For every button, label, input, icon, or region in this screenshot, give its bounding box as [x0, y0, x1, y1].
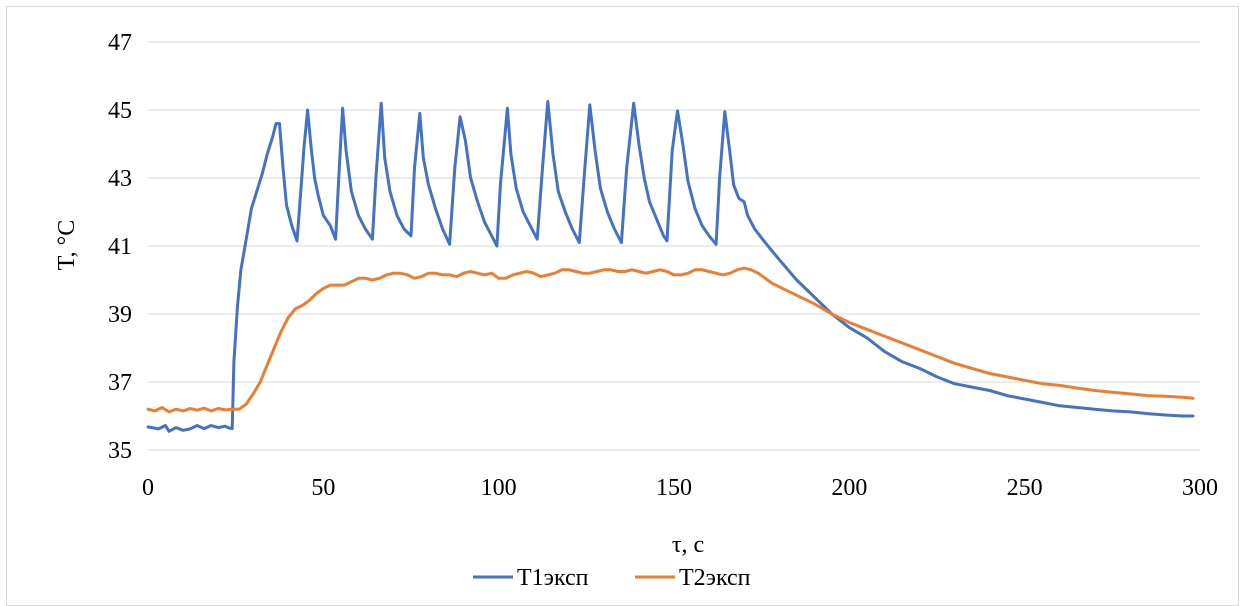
series-line-1: [146, 100, 1195, 433]
gridlines: [148, 41, 1200, 383]
series-line-2: [146, 266, 1195, 414]
chart-frame: [6, 6, 1239, 606]
series-lines: [146, 100, 1195, 433]
legend-label-t1: T1эксп: [517, 565, 589, 589]
x-axis-title: τ, с: [672, 532, 704, 558]
y-tick-label: 43: [108, 166, 132, 192]
y-tick-label: 35: [108, 438, 132, 464]
x-tick-label: 150: [656, 475, 692, 501]
legend-label-t2: T2эксп: [679, 565, 751, 589]
x-tick-label: 300: [1182, 475, 1218, 501]
x-tick-label: 250: [1007, 475, 1043, 501]
legend: T1эксп T2эксп: [473, 565, 751, 589]
y-tick-label: 39: [108, 302, 132, 328]
tick-labels: 35 37 39 41 43 45 47 0 50 100 150 200 250 300: [108, 30, 1218, 501]
y-tick-label: 45: [108, 98, 132, 124]
y-tick-label: 47: [108, 30, 132, 56]
line-chart: 35 37 39 41 43 45 47 0 50 100 150 200 250 300 T, °C τ…: [54, 30, 1218, 589]
x-tick-label: 100: [481, 475, 517, 501]
y-tick-label: 37: [108, 370, 132, 396]
x-tick-label: 0: [142, 475, 154, 501]
x-tick-label: 200: [831, 475, 867, 501]
y-tick-label: 41: [108, 234, 132, 260]
x-tick-label: 50: [311, 475, 335, 501]
y-axis-title: T, °C: [54, 220, 80, 270]
